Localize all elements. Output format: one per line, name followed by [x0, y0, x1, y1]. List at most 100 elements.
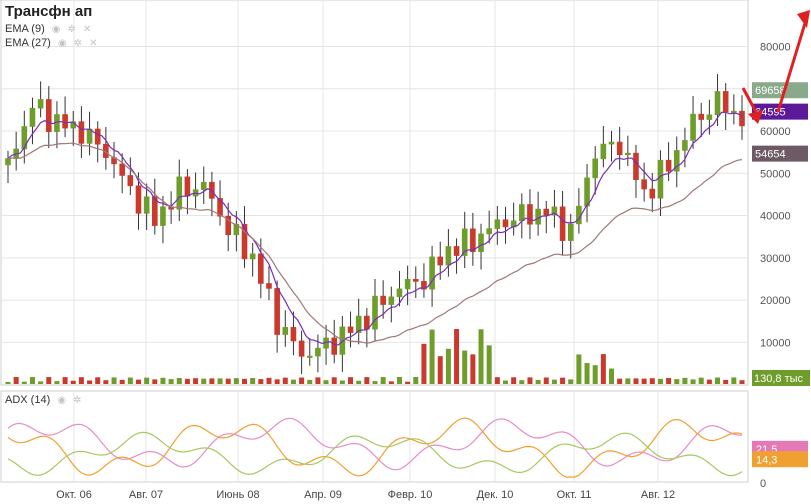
ema9-indicator[interactable]: EMA (9) ◉ ✲ ✕ [5, 23, 91, 35]
candle-body [266, 283, 272, 289]
candle-body [706, 114, 713, 120]
candle-body [380, 295, 386, 305]
candle-body [5, 158, 11, 166]
volume-bar [380, 377, 386, 384]
volume-bar [46, 377, 52, 384]
volume-bar [331, 377, 337, 384]
volume-bar [470, 354, 476, 384]
volume-bar [739, 380, 745, 384]
close-icon[interactable]: ✕ [89, 38, 98, 49]
candle-body [665, 159, 672, 172]
volume-bar [551, 379, 557, 384]
adx-pink-line [7, 417, 743, 471]
candle-body [298, 340, 305, 357]
settings-icon[interactable]: ✲ [73, 38, 83, 49]
price-tag-text: 69658 [755, 85, 786, 97]
candle-body [429, 256, 435, 290]
close-icon[interactable]: ✕ [83, 24, 92, 35]
candle-body [274, 288, 280, 335]
candle-body [396, 288, 403, 298]
eye-icon[interactable]: ◉ [57, 395, 67, 406]
volume-bar [641, 378, 647, 384]
volume-bar [176, 378, 182, 384]
candle-body [241, 223, 248, 260]
volume-bar [454, 329, 460, 384]
settings-icon[interactable]: ✲ [67, 24, 76, 35]
ema27-line [7, 142, 743, 344]
volume-bar [29, 377, 35, 384]
candle-body [608, 141, 615, 145]
volume-bar [698, 377, 704, 384]
candle-body [249, 253, 256, 260]
volume-bar [657, 378, 663, 384]
candle-body [119, 163, 125, 176]
volume-bar [274, 379, 280, 384]
candle-body [127, 175, 134, 187]
adx-orange-line [7, 417, 743, 478]
volume-bar [62, 377, 68, 384]
eye-icon[interactable]: ◉ [57, 38, 67, 49]
candle-body [698, 113, 705, 120]
candle-body [388, 296, 395, 305]
candle-body [584, 177, 590, 207]
volume-bar [592, 365, 598, 384]
volume-bar [144, 377, 150, 384]
x-tick-label: Февр. 10 [388, 489, 433, 501]
volume-bar [135, 379, 141, 384]
ema9-label: EMA (9) [5, 23, 45, 35]
candle-body [94, 128, 101, 145]
ema27-indicator[interactable]: EMA (27) ◉ ✲ ✕ [5, 37, 98, 49]
candle-body [518, 204, 525, 222]
volume-bar [364, 377, 370, 384]
settings-icon[interactable]: ✲ [73, 395, 82, 406]
volume-bar [184, 378, 190, 384]
volume-tag-bg [752, 370, 810, 386]
candle-body [176, 176, 183, 210]
volume-tag-text: 130,8 тыс [754, 373, 804, 385]
candle-body [453, 246, 460, 256]
chart-title: Трансфн ап [5, 3, 93, 20]
volume-bar [584, 363, 590, 384]
volume-bar [625, 378, 631, 384]
candle-body [731, 110, 737, 114]
candle-body [559, 206, 566, 241]
candle-body [160, 206, 166, 226]
eye-icon[interactable]: ◉ [51, 24, 61, 35]
candle-body [592, 158, 599, 179]
candle-body [494, 219, 501, 229]
candle-body [200, 181, 207, 190]
candle-body [152, 196, 158, 226]
price-tag-3: 54654 [752, 145, 808, 162]
x-tick-label: Дек. 10 [477, 489, 514, 501]
arrow-up-line [776, 19, 808, 113]
candle-body [21, 126, 28, 150]
candle-body [445, 246, 452, 266]
candle-body [673, 150, 680, 172]
volume-bar [127, 377, 133, 384]
volume-bar [217, 378, 223, 384]
x-tick-label: Июнь 08 [216, 489, 259, 501]
candle-body [306, 355, 313, 358]
candle-body [355, 315, 362, 333]
candle-body [78, 121, 85, 144]
adx-tag-text: 14,3 [756, 454, 777, 466]
candle-body [502, 219, 509, 228]
adx-pane [0, 390, 749, 483]
ema9-line [7, 111, 743, 346]
price-tag-bg [752, 145, 808, 162]
adx-indicator[interactable]: ADX (14) ◉ ✲ [5, 394, 82, 406]
volume-bar [560, 377, 566, 384]
candle-body [486, 228, 492, 235]
arrow-up-head [797, 10, 810, 28]
volume-bar [437, 356, 443, 384]
y-tick-label: 10000 [760, 337, 791, 349]
candle-body [225, 215, 231, 236]
volume-bar [494, 377, 500, 384]
adx-tag-bg [752, 451, 808, 468]
volume-bar [315, 377, 321, 384]
volume-bar [429, 329, 435, 384]
x-tick-label: Окт. 06 [56, 489, 92, 501]
candle-body [29, 107, 36, 127]
y-tick-label: 30000 [760, 253, 791, 265]
